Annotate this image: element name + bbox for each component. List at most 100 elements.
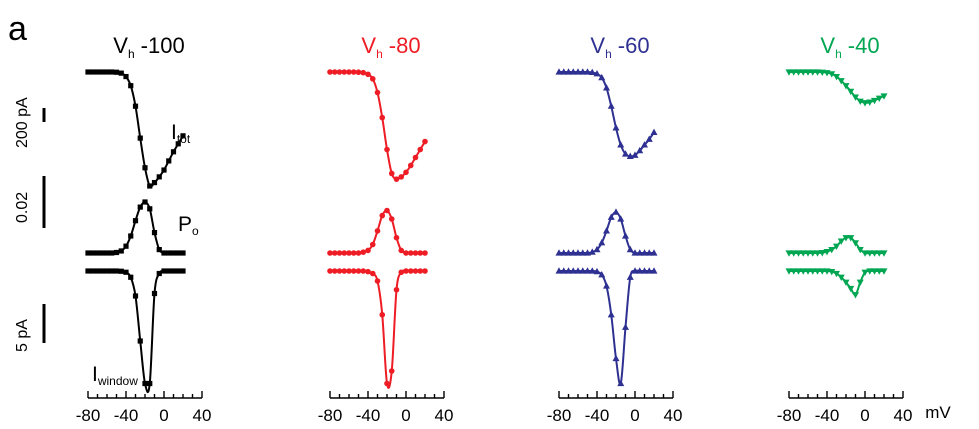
- data-point-19: [417, 146, 424, 153]
- x-axis: -80 -40 0 40: [76, 391, 212, 425]
- data-point-18: [412, 250, 419, 256]
- panel-title-main: V: [820, 33, 835, 58]
- data-point-18: [170, 149, 177, 155]
- data-point-15: [856, 279, 864, 287]
- data-point-8: [593, 70, 601, 77]
- x-tick-label: -80: [547, 406, 572, 425]
- data-point-9: [128, 233, 134, 239]
- data-point-3: [341, 250, 348, 256]
- x-tick-label: -40: [356, 406, 381, 425]
- series-i-window: [327, 268, 428, 389]
- data-point-1: [331, 69, 338, 75]
- panel-title: Vh -80: [361, 33, 420, 61]
- data-point-6: [584, 267, 591, 274]
- data-point-12: [142, 380, 148, 387]
- data-point-16: [403, 169, 409, 176]
- data-point-15: [626, 245, 634, 253]
- current-scale-label: 200 pA: [14, 97, 31, 148]
- series-i-window: [555, 267, 658, 387]
- data-point-9: [828, 269, 836, 276]
- data-point-3: [341, 69, 348, 75]
- data-point-16: [861, 250, 869, 257]
- data-point-3: [799, 268, 807, 275]
- data-point-7: [118, 268, 124, 274]
- x-tick-label: -80: [318, 406, 343, 425]
- data-point-2: [795, 69, 802, 76]
- data-point-10: [603, 84, 610, 91]
- data-point-2: [795, 250, 802, 257]
- series-i-tot: [85, 69, 186, 189]
- data-point-1: [790, 69, 798, 76]
- data-point-9: [598, 270, 606, 278]
- data-point-20: [422, 138, 428, 145]
- data-point-14: [852, 94, 859, 101]
- data-point-16: [631, 249, 639, 256]
- data-point-3: [341, 268, 348, 274]
- data-point-5: [350, 268, 357, 274]
- data-point-18: [412, 154, 419, 161]
- data-point-5: [350, 250, 357, 256]
- data-point-12: [842, 279, 850, 287]
- data-point-10: [132, 103, 139, 109]
- data-point-15: [398, 174, 405, 180]
- data-point-9: [828, 247, 836, 254]
- po-label: Po: [178, 213, 199, 238]
- itot-label-main: I: [171, 121, 177, 144]
- data-point-19: [875, 250, 883, 257]
- x-tick-label: 0: [860, 406, 869, 425]
- data-point-4: [346, 268, 352, 274]
- data-point-20: [880, 93, 888, 100]
- data-point-1: [331, 268, 338, 274]
- data-point-5: [109, 69, 115, 75]
- iwindow-label: Iwindow: [92, 363, 138, 388]
- data-point-8: [123, 269, 129, 275]
- data-point-0: [785, 268, 793, 275]
- data-point-20: [650, 249, 658, 256]
- data-point-17: [407, 268, 414, 274]
- data-point-13: [147, 380, 153, 387]
- panel-title-value: -100: [141, 33, 185, 58]
- data-point-6: [814, 250, 821, 257]
- data-point-17: [866, 250, 874, 257]
- data-point-20: [180, 133, 186, 139]
- data-point-17: [166, 158, 172, 164]
- data-point-5: [809, 268, 817, 275]
- x-tick-label: -40: [114, 406, 139, 425]
- data-point-6: [113, 268, 120, 274]
- data-point-18: [170, 268, 177, 274]
- data-point-15: [626, 273, 634, 280]
- data-point-15: [398, 269, 405, 276]
- data-point-18: [641, 141, 648, 148]
- data-point-20: [880, 250, 888, 257]
- data-point-6: [113, 249, 120, 256]
- data-point-19: [417, 268, 424, 274]
- data-point-18: [871, 97, 878, 105]
- data-point-5: [579, 267, 587, 274]
- data-point-9: [369, 76, 376, 82]
- data-point-11: [837, 274, 845, 282]
- scale-bars: 200 pA 0.02 5 pA: [14, 97, 46, 352]
- data-point-18: [871, 268, 878, 275]
- data-point-15: [156, 247, 162, 253]
- data-point-17: [866, 99, 874, 106]
- data-point-2: [94, 250, 101, 256]
- data-point-10: [374, 278, 381, 284]
- data-point-12: [842, 235, 850, 242]
- data-point-19: [175, 250, 181, 256]
- x-tick-label: -80: [777, 406, 802, 425]
- data-point-20: [180, 268, 186, 274]
- data-point-0: [785, 69, 793, 76]
- data-point-2: [94, 69, 101, 75]
- data-point-5: [809, 69, 817, 76]
- data-point-19: [417, 250, 424, 256]
- data-point-8: [123, 73, 129, 80]
- data-point-11: [379, 114, 386, 121]
- series-i-tot: [327, 69, 428, 182]
- x-tick-label: 40: [193, 406, 212, 425]
- data-point-14: [622, 323, 629, 330]
- data-point-6: [814, 69, 821, 76]
- data-point-10: [833, 270, 840, 278]
- data-point-17: [636, 249, 644, 256]
- panel-title-value: -40: [848, 33, 880, 58]
